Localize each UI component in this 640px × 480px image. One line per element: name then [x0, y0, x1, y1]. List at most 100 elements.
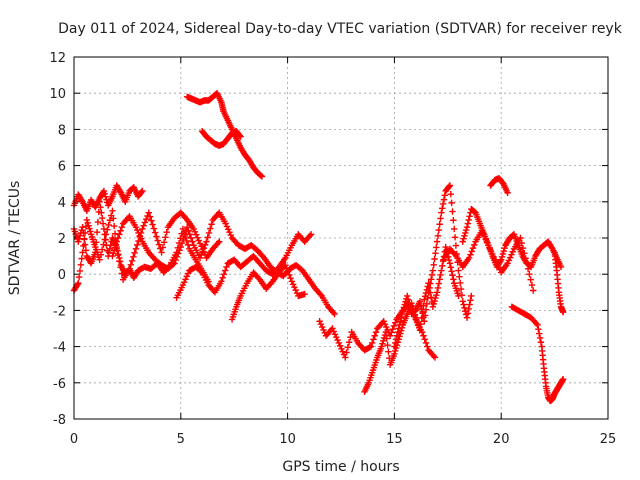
data-point — [526, 271, 533, 278]
data-point — [176, 247, 183, 254]
data-point — [404, 292, 411, 300]
data-point — [153, 233, 160, 240]
data-point — [498, 253, 506, 261]
data-point — [184, 270, 192, 277]
data-point — [151, 229, 159, 236]
data-point — [433, 238, 441, 245]
data-point — [401, 301, 408, 308]
data-point — [85, 222, 92, 229]
x-tick-label: 15 — [386, 432, 403, 447]
data-point — [96, 198, 103, 205]
data-point — [177, 243, 184, 251]
data-point — [150, 225, 158, 232]
data-point — [109, 207, 116, 215]
data-point — [149, 221, 156, 228]
data-point — [445, 256, 453, 264]
data-point — [466, 301, 473, 308]
data-point — [317, 320, 325, 328]
data-point — [469, 244, 477, 252]
data-point — [468, 248, 475, 255]
data-point — [132, 245, 140, 253]
data-point — [436, 276, 443, 283]
data-point — [329, 325, 336, 332]
x-tick-label: 10 — [279, 432, 296, 447]
data-point — [115, 251, 122, 258]
y-tick-label: -6 — [53, 377, 66, 392]
data-point — [489, 250, 496, 258]
data-point — [100, 225, 108, 233]
x-tick-label: 0 — [70, 432, 78, 447]
data-point — [518, 239, 525, 247]
data-point — [97, 251, 105, 258]
data-point — [447, 190, 454, 198]
data-point — [116, 258, 124, 265]
data-point — [111, 244, 119, 251]
y-tick-label: -4 — [53, 341, 66, 356]
data-point — [289, 281, 297, 288]
series-satellite-arc-16 — [551, 249, 567, 316]
data-point — [468, 292, 475, 300]
data-point — [148, 217, 155, 224]
data-point — [388, 329, 395, 336]
data-point — [442, 243, 449, 251]
data-point — [198, 251, 205, 258]
data-point — [145, 209, 152, 216]
data-point — [135, 229, 142, 237]
data-point — [335, 339, 343, 347]
data-point — [81, 235, 88, 242]
data-point — [98, 209, 105, 216]
data-point — [522, 255, 529, 262]
data-point — [528, 281, 536, 289]
data-point — [421, 336, 428, 343]
data-point — [464, 220, 472, 227]
data-point — [432, 250, 439, 257]
data-point — [404, 296, 412, 303]
data-point — [427, 294, 435, 301]
data-point — [338, 345, 345, 352]
data-point — [159, 244, 167, 251]
data-point — [396, 321, 403, 329]
data-point — [100, 241, 107, 248]
y-tick-label: 8 — [58, 123, 66, 138]
data-point — [117, 227, 124, 234]
data-point — [137, 235, 145, 242]
x-axis-label: GPS time / hours — [282, 459, 399, 475]
data-point — [381, 331, 389, 339]
data-point — [439, 205, 446, 212]
data-point — [485, 242, 492, 249]
series-satellite-arc-4 — [109, 209, 338, 318]
data-point — [490, 253, 497, 261]
data-point — [180, 235, 187, 243]
data-point — [196, 254, 204, 262]
data-point — [184, 223, 191, 231]
data-point — [366, 344, 373, 351]
data-point — [98, 246, 106, 253]
data-point — [139, 225, 146, 233]
data-point — [171, 260, 178, 267]
data-point — [421, 312, 429, 319]
data-point — [101, 190, 108, 198]
series-satellite-arc-10 — [361, 243, 462, 396]
data-point — [330, 328, 337, 335]
data-point — [456, 273, 463, 280]
data-point — [110, 222, 118, 230]
data-point — [379, 340, 386, 347]
series-satellite-arc-5 — [173, 231, 315, 301]
data-point — [398, 314, 405, 321]
data-point — [190, 225, 197, 233]
data-point — [423, 300, 431, 308]
data-point — [208, 221, 215, 228]
data-point — [316, 318, 323, 325]
data-point — [460, 235, 467, 242]
data-point — [504, 260, 511, 267]
data-point — [343, 349, 350, 356]
data-point — [342, 354, 349, 361]
data-point — [111, 230, 119, 237]
data-point — [517, 234, 524, 242]
data-point — [194, 234, 201, 241]
data-point — [391, 343, 398, 350]
data-point — [465, 254, 473, 262]
data-point — [100, 187, 108, 195]
data-point — [441, 192, 449, 199]
data-point — [483, 239, 491, 246]
